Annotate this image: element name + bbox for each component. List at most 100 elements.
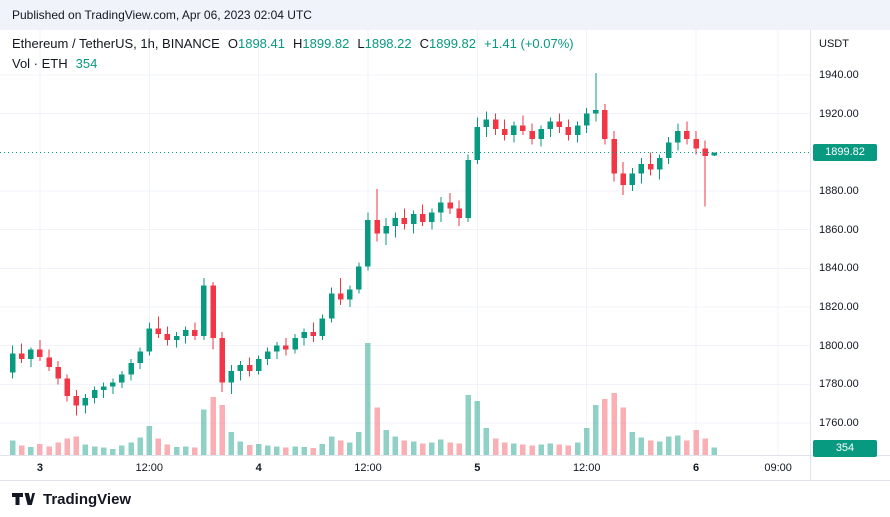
candle-body <box>474 127 481 161</box>
volume-bar <box>529 445 535 455</box>
volume-bar <box>456 443 462 455</box>
candle-body <box>228 370 235 383</box>
candle-body <box>602 109 608 139</box>
candle-body <box>529 131 535 139</box>
volume-bar <box>46 446 52 455</box>
candle-body <box>55 366 61 379</box>
candle-body <box>392 218 399 226</box>
volume-bar <box>711 447 718 455</box>
candle-body <box>91 390 98 398</box>
volume-bar <box>210 396 216 455</box>
price-axis-label: 1880.00 <box>819 185 859 197</box>
volume-bar <box>146 426 153 455</box>
price-axis: USDT 1899.82 354 1940.00 1920.00 1880.00 18… <box>810 30 890 480</box>
candle-body <box>447 202 453 209</box>
candle-body <box>401 218 408 224</box>
published-text: Published on TradingView.com, Apr 06, 20… <box>12 8 312 22</box>
volume-bar <box>492 438 499 455</box>
volume-bar <box>182 446 189 455</box>
candle-body <box>274 345 280 352</box>
volume-bar <box>255 444 262 455</box>
volume-bar <box>100 447 107 455</box>
candle-body <box>301 332 307 338</box>
candle-body <box>237 365 244 371</box>
candle-body <box>483 119 490 128</box>
volume-bar <box>620 407 626 455</box>
volume-bar <box>556 444 563 455</box>
volume-bar <box>64 438 70 455</box>
published-bar: Published on TradingView.com, Apr 06, 20… <box>0 0 890 30</box>
volume-bar <box>647 440 654 455</box>
candle-body <box>711 152 718 156</box>
candle-body <box>520 125 526 132</box>
candle-body <box>456 208 462 219</box>
volume-label: Vol · ETH <box>12 56 68 71</box>
volume-bar <box>82 444 89 455</box>
ohlc-open: O1898.41 <box>228 36 285 51</box>
candle-body <box>192 330 198 336</box>
time-axis-label: 3 <box>36 462 43 474</box>
legend-volume-row: Vol · ETH 354 <box>12 56 574 71</box>
candle-body <box>246 365 253 371</box>
volume-bar <box>629 432 636 455</box>
volume-bar <box>219 405 225 455</box>
volume-bar <box>292 446 298 455</box>
volume-bar <box>347 442 353 455</box>
candle-body <box>164 334 171 340</box>
ohlc-h-label: H <box>292 36 303 51</box>
volume-bar <box>602 399 608 455</box>
volume-bar <box>237 441 244 455</box>
ohlc-o-value: 1898.41 <box>237 36 285 51</box>
volume-bar <box>638 437 645 455</box>
volume-bar <box>110 448 116 455</box>
volume-bar <box>119 445 125 455</box>
candle-body <box>365 220 371 267</box>
candle-body <box>538 129 544 139</box>
candle-body <box>593 109 599 114</box>
candle-body <box>128 363 134 375</box>
candle-body <box>110 382 116 387</box>
candle-body <box>137 351 143 364</box>
volume-bar <box>246 445 253 455</box>
volume-bar <box>91 446 98 455</box>
volume-bar <box>693 430 699 455</box>
volume-bar <box>319 444 326 455</box>
candle-body <box>182 330 189 336</box>
ohlc-l-label: L <box>357 36 365 51</box>
time-axis-label: 12:00 <box>354 462 382 474</box>
candle-body <box>656 158 663 170</box>
last-price-badge: 1899.82 <box>813 144 877 162</box>
volume-bar <box>264 445 271 455</box>
ohlc-high: H1899.82 <box>293 36 349 51</box>
volume-bar <box>164 444 171 455</box>
volume-bar <box>37 444 43 455</box>
price-axis-label: 1760.00 <box>819 417 859 429</box>
candle-body <box>465 160 471 219</box>
volume-bar <box>18 445 25 455</box>
volume-bar <box>28 447 34 455</box>
candle-body <box>547 121 554 130</box>
volume-bar <box>383 430 389 455</box>
candle-body <box>647 163 654 170</box>
symbol-title: Ethereum / TetherUS, 1h, BINANCE <box>12 36 220 51</box>
price-axis-label: 1940.00 <box>819 69 859 81</box>
volume-bar <box>438 439 444 455</box>
volume-value: 354 <box>75 56 98 71</box>
volume-bar <box>538 444 544 455</box>
volume-bar <box>474 401 481 455</box>
ohlc-h-value: 1899.82 <box>302 36 350 51</box>
volume-bar <box>137 437 143 455</box>
volume-bar <box>410 441 417 455</box>
volume-bar <box>73 436 80 455</box>
ohlc-low: L1898.22 <box>357 36 411 51</box>
candle-body <box>438 202 444 213</box>
candle-body <box>64 378 70 396</box>
candle-body <box>356 266 362 290</box>
volume-bar <box>201 409 207 455</box>
volume-bar <box>173 447 180 455</box>
time-axis-label: 12:00 <box>572 462 601 474</box>
candle-body <box>9 353 16 373</box>
candle-body <box>511 125 517 135</box>
currency-label: USDT <box>819 38 849 50</box>
tradingview-logo-link[interactable]: TradingView <box>12 491 131 508</box>
